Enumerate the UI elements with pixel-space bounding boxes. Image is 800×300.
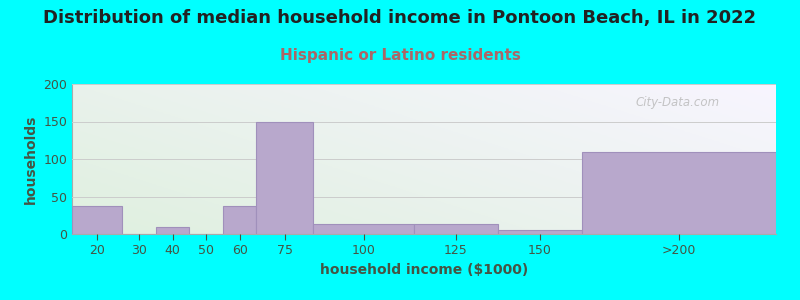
Bar (498, 230, 582, 234)
Y-axis label: households: households (24, 114, 38, 204)
Bar (256, 122, 314, 234)
Bar (582, 152, 776, 234)
Text: Hispanic or Latino residents: Hispanic or Latino residents (279, 48, 521, 63)
X-axis label: household income ($1000): household income ($1000) (320, 263, 528, 277)
Text: City-Data.com: City-Data.com (635, 96, 719, 109)
Bar (414, 224, 498, 234)
Bar (156, 226, 190, 234)
Bar (72, 206, 122, 234)
Bar (314, 224, 414, 234)
Text: Distribution of median household income in Pontoon Beach, IL in 2022: Distribution of median household income … (43, 9, 757, 27)
Bar (223, 206, 256, 234)
